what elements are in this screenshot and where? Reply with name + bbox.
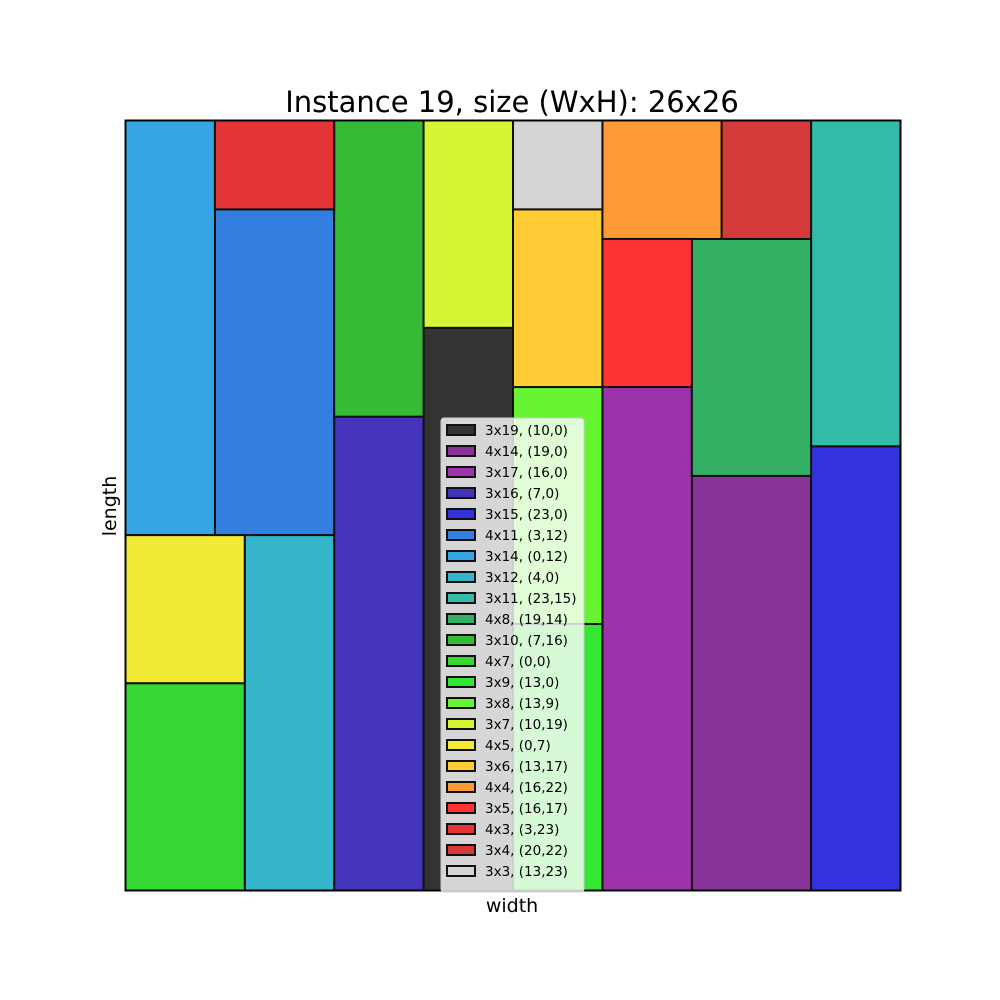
packed-rect-12 — [124, 682, 246, 892]
legend-swatch-6 — [446, 529, 476, 541]
legend-swatch-4 — [446, 487, 476, 499]
legend-label-11: 3x10, (7,16) — [485, 633, 568, 649]
chart-title: Instance 19, size (WxH): 26x26 — [285, 85, 739, 119]
legend-swatch-1 — [446, 424, 476, 436]
packed-rect-10 — [690, 237, 813, 477]
legend-swatch-17 — [446, 760, 476, 772]
legend-label-16: 4x5, (0,7) — [485, 738, 551, 754]
legend-label-18: 4x4, (16,22) — [485, 780, 568, 796]
legend-swatch-11 — [446, 634, 476, 646]
packed-rect-21 — [720, 119, 813, 240]
legend-swatch-12 — [446, 655, 476, 667]
packed-rect-22 — [512, 119, 604, 211]
packed-rect-9 — [810, 119, 902, 448]
x-axis-label: width — [486, 895, 538, 917]
legend-label-22: 3x3, (13,23) — [485, 864, 568, 880]
legend-label-20: 4x3, (3,23) — [485, 822, 559, 838]
legend-swatch-8 — [446, 571, 476, 583]
y-axis-label: length — [99, 476, 121, 537]
legend-box — [440, 417, 585, 893]
legend: 3x19, (10,0) 4x14, (19,0) 3x17, (16,0) 3x16… — [440, 417, 585, 893]
legend-label-17: 3x6, (13,17) — [485, 759, 568, 775]
legend-swatch-18 — [446, 781, 476, 793]
packed-rect-18 — [601, 119, 723, 240]
packed-rect-8 — [243, 534, 336, 892]
legend-swatch-15 — [446, 718, 476, 730]
packed-rect-6 — [213, 208, 336, 537]
legend-swatch-5 — [446, 508, 476, 520]
packed-rect-20 — [213, 119, 336, 211]
packed-rect-3 — [601, 386, 693, 892]
legend-swatch-3 — [446, 466, 476, 478]
legend-label-1: 3x19, (10,0) — [485, 423, 568, 439]
legend-label-5: 3x15, (23,0) — [485, 507, 568, 523]
legend-label-4: 3x16, (7,0) — [485, 486, 559, 502]
legend-swatch-19 — [446, 802, 476, 814]
packed-rect-2 — [690, 474, 813, 892]
legend-swatch-21 — [446, 844, 476, 856]
legend-swatch-13 — [446, 676, 476, 688]
legend-label-3: 3x17, (16,0) — [485, 465, 568, 481]
packed-rect-5 — [810, 445, 902, 892]
legend-label-9: 3x11, (23,15) — [485, 591, 577, 607]
legend-label-13: 3x9, (13,0) — [485, 675, 559, 691]
legend-swatch-16 — [446, 739, 476, 751]
legend-swatch-9 — [446, 592, 476, 604]
packed-rect-16 — [124, 534, 246, 685]
packed-rect-11 — [333, 119, 425, 418]
legend-label-14: 3x8, (13,9) — [485, 696, 559, 712]
packed-rect-4 — [333, 415, 425, 892]
packed-rect-19 — [601, 237, 693, 389]
legend-label-10: 4x8, (19,14) — [485, 612, 568, 628]
legend-label-7: 3x14, (0,12) — [485, 549, 568, 565]
rectangles-layer — [124, 119, 902, 892]
packed-rect-15 — [422, 119, 515, 329]
legend-label-8: 3x12, (4,0) — [485, 570, 559, 586]
legend-swatch-7 — [446, 550, 476, 562]
legend-swatch-20 — [446, 823, 476, 835]
packed-rect-17 — [512, 208, 604, 389]
legend-label-12: 4x7, (0,0) — [485, 654, 551, 670]
legend-label-21: 3x4, (20,22) — [485, 843, 568, 859]
legend-swatch-22 — [446, 865, 476, 877]
legend-swatch-10 — [446, 613, 476, 625]
legend-label-15: 3x7, (10,19) — [485, 717, 568, 733]
legend-swatch-2 — [446, 445, 476, 457]
legend-label-2: 4x14, (19,0) — [485, 444, 568, 460]
legend-label-19: 3x5, (16,17) — [485, 801, 568, 817]
legend-label-6: 4x11, (3,12) — [485, 528, 568, 544]
packed-rect-7 — [124, 119, 216, 537]
legend-swatch-14 — [446, 697, 476, 709]
